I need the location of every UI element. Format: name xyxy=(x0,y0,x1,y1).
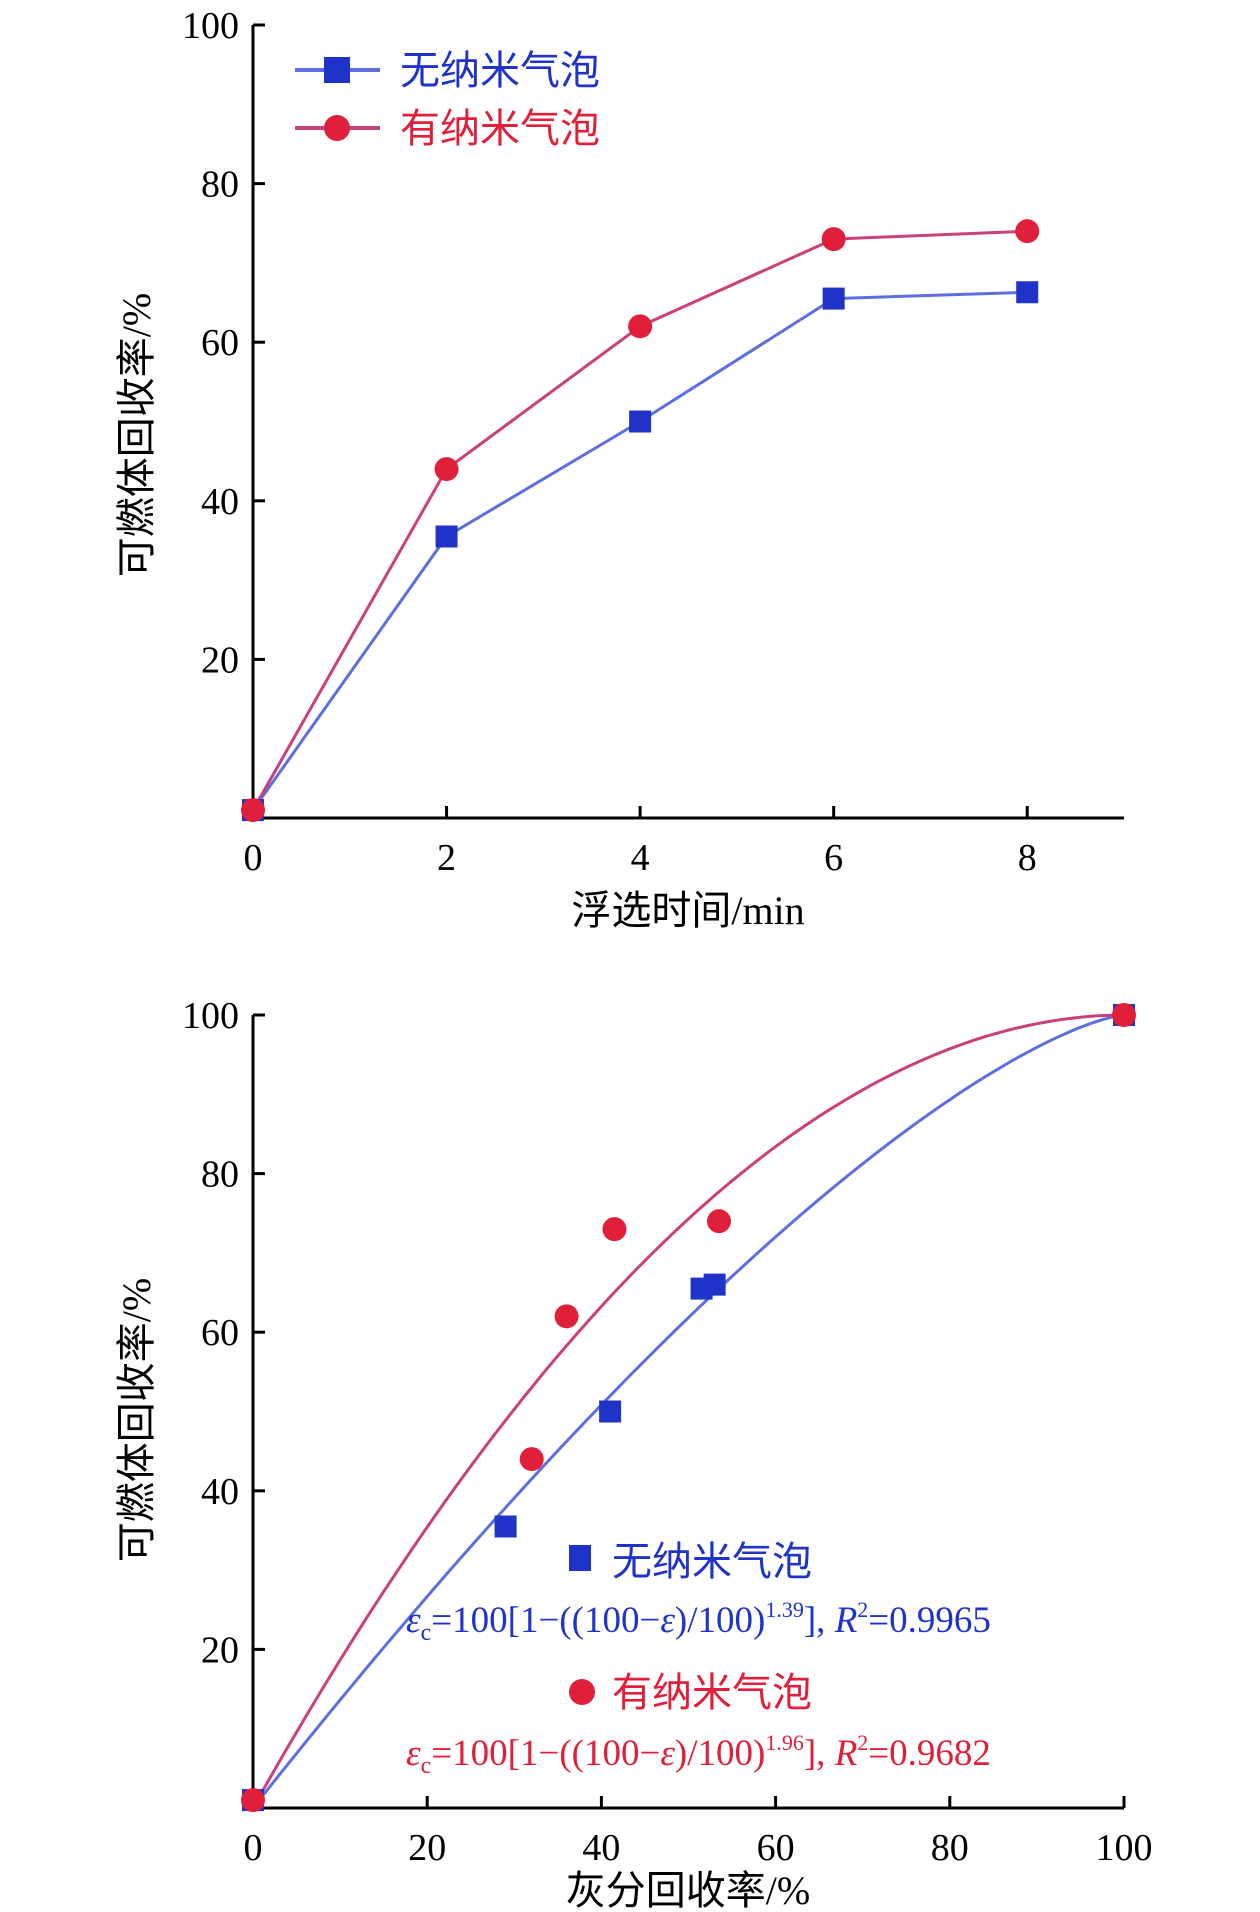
data-point-circle xyxy=(519,1447,544,1472)
legend-marker-square xyxy=(324,57,350,83)
data-point-circle xyxy=(241,1788,265,1813)
x-tick-label: 20 xyxy=(408,1827,446,1869)
chart1-legend-item-no-bubble: 无纳米气泡 xyxy=(295,48,600,93)
chart2-series xyxy=(241,1003,1136,1813)
formula-r: R xyxy=(834,1600,858,1641)
chart2-y-ticks: 20 40 60 80 100 xyxy=(182,995,265,1671)
y-tick-label: 60 xyxy=(201,322,239,364)
data-point-circle xyxy=(554,1304,579,1329)
chart1-legend: 无纳米气泡 有纳米气泡 xyxy=(295,48,600,151)
data-point-circle xyxy=(241,798,265,823)
data-point-circle xyxy=(821,227,846,252)
legend-label-no-bubble: 无纳米气泡 xyxy=(400,48,600,93)
formula-separator: ], xyxy=(804,1733,835,1774)
legend-label-no-bubble: 无纳米气泡 xyxy=(612,1539,812,1584)
chart-ash-recovery: 20 40 60 80 100 0 20 40 60 80 100 灰分回收率/% 可燃体回收率/… xyxy=(114,995,1153,1912)
series-line xyxy=(251,290,1028,811)
chart1-x-ticks: 0 2 4 6 8 xyxy=(244,806,1037,879)
formula-body: =100[1−((100− xyxy=(431,1733,660,1774)
formula-r: R xyxy=(834,1733,858,1774)
x-tick-label: 40 xyxy=(582,1827,620,1869)
formula-epsilon: ε xyxy=(660,1733,675,1774)
y-tick-label: 60 xyxy=(201,1312,239,1354)
fit-formula-nano-bubble: εc=100[1−((100−ε)/100)1.96], R2=0.9682 xyxy=(406,1730,991,1779)
formula-body: =100[1−((100− xyxy=(431,1600,660,1641)
formula-separator: ], xyxy=(804,1600,835,1641)
chart2-x-ticks: 0 20 40 60 80 100 xyxy=(244,1796,1153,1869)
y-tick-label: 80 xyxy=(201,1154,239,1196)
formula-exponent: 1.96 xyxy=(765,1730,804,1755)
legend-marker-square xyxy=(569,1545,591,1571)
chart1-x-axis-title: 浮选时间/min xyxy=(571,888,804,933)
x-tick-label: 0 xyxy=(244,1827,263,1869)
data-point-square xyxy=(822,287,845,310)
data-point-square xyxy=(1016,281,1039,304)
y-tick-label: 100 xyxy=(182,5,239,47)
formula-r2-value: =0.9965 xyxy=(868,1600,991,1641)
chart2-legend: 无纳米气泡 εc=100[1−((100−ε)/100)1.39], R2=0.… xyxy=(406,1539,991,1779)
legend-label-nano-bubble: 有纳米气泡 xyxy=(400,106,600,151)
formula-exponent: 1.39 xyxy=(765,1597,804,1622)
x-tick-label: 4 xyxy=(631,837,650,879)
data-point-square xyxy=(599,1400,622,1423)
formula-r2-value: =0.9682 xyxy=(868,1733,991,1774)
x-tick-label: 6 xyxy=(824,837,843,879)
data-point-circle xyxy=(706,1209,731,1234)
data-point-square xyxy=(629,410,652,433)
y-tick-label: 40 xyxy=(201,1471,239,1513)
data-point-square xyxy=(435,525,458,548)
chart1-grid-axes xyxy=(251,25,1124,820)
chart1-y-axis-title: 可燃体回收率/% xyxy=(114,293,159,577)
formula-epsilon: ε xyxy=(660,1600,675,1641)
formula-epsilon: ε xyxy=(406,1600,421,1641)
legend-label-nano-bubble: 有纳米气泡 xyxy=(612,1670,812,1715)
formula-r-exponent: 2 xyxy=(857,1730,868,1755)
fit-curve xyxy=(251,1013,1125,1809)
chart-flotation-time: 20 40 60 80 100 0 2 4 6 8 浮选时间/min 可燃体回收率/% 无纳米气… xyxy=(114,5,1124,933)
data-point-circle xyxy=(434,457,459,482)
chart1-series xyxy=(241,219,1040,823)
chart1-legend-item-nano-bubble: 有纳米气泡 xyxy=(295,106,600,151)
formula-close: )/100) xyxy=(675,1600,765,1641)
x-tick-label: 60 xyxy=(757,1827,795,1869)
legend-marker-circle xyxy=(569,1679,595,1705)
y-tick-label: 40 xyxy=(201,481,239,523)
x-tick-label: 2 xyxy=(437,837,456,879)
formula-r-exponent: 2 xyxy=(857,1597,868,1622)
x-tick-label: 100 xyxy=(1096,1827,1153,1869)
data-point-square xyxy=(494,1515,517,1538)
y-tick-label: 20 xyxy=(201,639,239,681)
data-point-circle xyxy=(628,314,653,339)
data-point-circle xyxy=(602,1217,627,1242)
y-tick-label: 80 xyxy=(201,164,239,206)
y-tick-label: 20 xyxy=(201,1629,239,1671)
chart2-grid-axes xyxy=(251,1015,1124,1810)
fit-curve xyxy=(251,1013,1125,1809)
data-point-circle xyxy=(1015,219,1040,244)
chart1-y-ticks: 20 40 60 80 100 xyxy=(182,5,265,681)
formula-subscript: c xyxy=(421,1620,432,1646)
formula-close: )/100) xyxy=(675,1733,765,1774)
chart2-x-axis-title: 灰分回收率/% xyxy=(566,1868,810,1912)
formula-subscript: c xyxy=(421,1753,432,1779)
formula-epsilon: ε xyxy=(406,1733,421,1774)
legend-marker-circle xyxy=(324,115,350,141)
x-tick-label: 8 xyxy=(1018,837,1037,879)
y-tick-label: 100 xyxy=(182,995,239,1037)
data-point-square xyxy=(703,1273,726,1296)
chart2-y-axis-title: 可燃体回收率/% xyxy=(114,1278,159,1562)
data-point-circle xyxy=(1112,1003,1136,1027)
x-tick-label: 0 xyxy=(244,837,263,879)
x-tick-label: 80 xyxy=(931,1827,969,1869)
fit-formula-no-bubble: εc=100[1−((100−ε)/100)1.39], R2=0.9965 xyxy=(406,1597,991,1646)
